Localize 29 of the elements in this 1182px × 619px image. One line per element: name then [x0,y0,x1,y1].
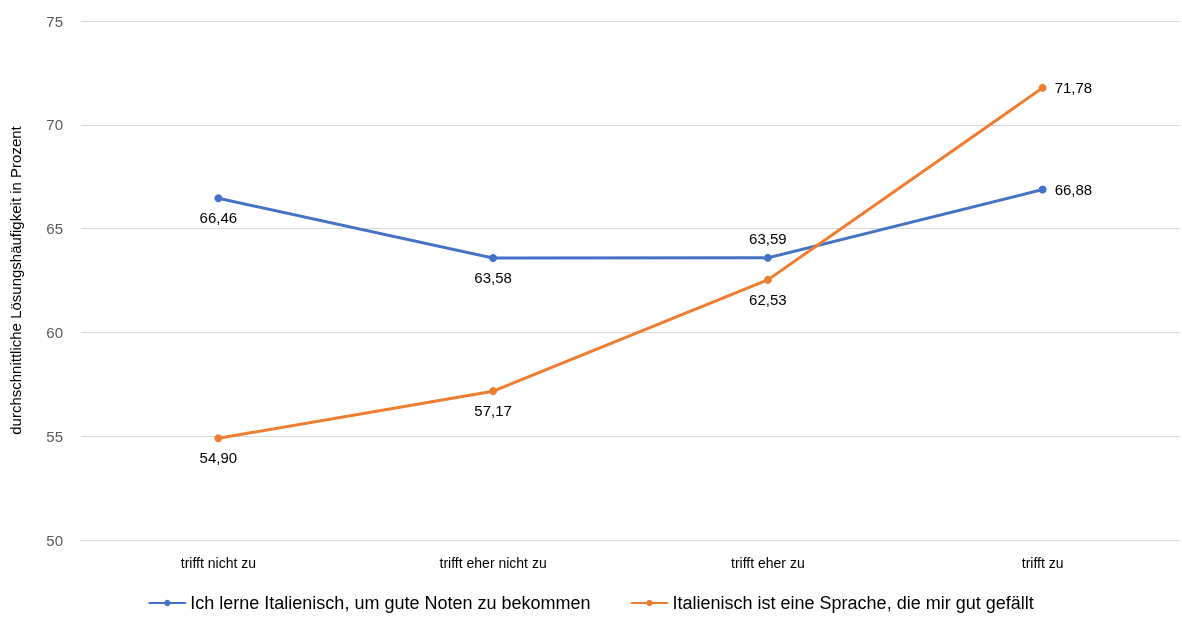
data-label: 71,78 [1054,79,1093,97]
y-tick-label: 55 [46,427,63,445]
point [489,254,498,263]
data-label: 54,90 [199,449,238,467]
x-tick-label: trifft eher nicht zu [439,555,547,571]
y-tick-label: 70 [46,116,63,134]
y-tick-label: 60 [46,323,63,341]
data-label: 62,53 [749,290,787,308]
legend-label: Italienisch ist eine Sprache, die mir gut gefällt [672,593,1034,613]
point [214,194,223,203]
legend-label: Ich lerne Italienisch, um gute Noten zu bekommen [190,593,591,613]
y-tick-label: 65 [46,220,63,238]
data-label: 66,46 [199,209,238,227]
point [763,253,772,262]
data-label: 57,17 [474,402,512,420]
x-tick-label: trifft eher zu [731,555,805,571]
point [763,275,772,284]
x-tick-label: trifft nicht zu [180,555,256,571]
data-label: 63,59 [749,229,787,247]
point [1038,83,1047,92]
point [489,387,498,396]
point [1038,185,1047,194]
point [214,434,223,443]
y-tick-label: 75 [46,12,63,30]
y-axis-title: durchschnittliche Lösungshäufigkeit in Prozent [7,125,24,435]
data-label: 66,88 [1054,181,1093,199]
x-tick-label: trifft zu [1021,555,1064,571]
y-tick-label: 50 [46,531,63,549]
data-label: 63,58 [474,269,512,287]
